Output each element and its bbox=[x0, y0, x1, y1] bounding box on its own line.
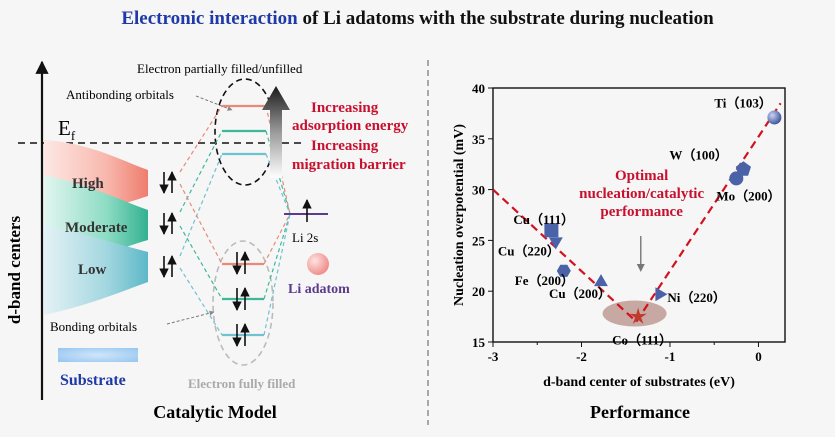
marker-triangle-right bbox=[655, 287, 668, 302]
x-tick-label: 0 bbox=[755, 349, 762, 364]
arrow-text-2: adsorption energy bbox=[292, 118, 409, 134]
optimal-zone bbox=[602, 300, 667, 327]
annotation-arrowhead bbox=[636, 264, 645, 272]
plot-frame bbox=[492, 87, 786, 343]
optimal-annotation-line: nucleation/catalytic bbox=[579, 186, 704, 202]
y-axis-label: Nucleation overpotential (mV) bbox=[452, 124, 467, 306]
band-high-label: High bbox=[72, 176, 104, 192]
antibonding-pointer bbox=[195, 95, 233, 111]
marker-star bbox=[629, 307, 647, 324]
trend-line bbox=[635, 102, 782, 323]
marker-sphere bbox=[767, 110, 782, 125]
spin-pair-high bbox=[159, 171, 177, 194]
band-low bbox=[44, 225, 148, 315]
figure-title: Electronic interaction of Li adatoms wit… bbox=[0, 8, 835, 30]
bonding-pointer bbox=[166, 310, 215, 325]
point-label: Cu（200） bbox=[549, 286, 611, 301]
arrow-text-4: migration barrier bbox=[292, 157, 406, 173]
substrate-label: Substrate bbox=[60, 372, 126, 389]
d-band-axis-label: d-band centers bbox=[5, 216, 24, 325]
point-label: Cu（111） bbox=[513, 212, 574, 227]
point-label: Co（111） bbox=[612, 333, 672, 348]
marker-square bbox=[544, 223, 559, 238]
y-tick-label: 35 bbox=[472, 132, 486, 147]
performance-title: Performance bbox=[590, 402, 690, 422]
band-spin-arrows bbox=[159, 171, 177, 278]
catalytic-model-title: Catalytic Model bbox=[153, 402, 276, 422]
optimal-annotation-line: performance bbox=[600, 204, 683, 220]
li-2s-label: Li 2s bbox=[292, 230, 318, 245]
fully-filled-label: Electron fully filled bbox=[188, 376, 296, 391]
bonding-label: Bonding orbitals bbox=[50, 319, 137, 334]
y-tick-label: 15 bbox=[472, 335, 486, 350]
band-low-label: Low bbox=[78, 262, 107, 278]
point-label: Ti（103） bbox=[714, 95, 772, 110]
x-axis-label: d-band center of substrates (eV) bbox=[543, 375, 735, 390]
antibonding-label: Antibonding orbitals bbox=[66, 87, 174, 102]
li-adatom-label: Li adatom bbox=[288, 282, 350, 297]
partially-filled-label: Electron partially filled/unfilled bbox=[137, 61, 303, 76]
x-tick-label: -1 bbox=[665, 349, 676, 364]
marker-pentagon bbox=[735, 161, 751, 176]
arrow-text-1: Increasing bbox=[311, 100, 379, 116]
spin-pair-low bbox=[159, 255, 177, 278]
title-highlight: Electronic interaction bbox=[121, 8, 298, 29]
optimal-annotation-line: Optimal bbox=[615, 168, 668, 184]
band-moderate-label: Moderate bbox=[65, 220, 128, 236]
point-label: Cu（220） bbox=[498, 243, 560, 258]
trend-line bbox=[492, 188, 638, 323]
point-label: Mo（200） bbox=[716, 188, 780, 203]
bonding-spin-arrows bbox=[232, 251, 250, 347]
bonding-spin-pair-2 bbox=[232, 287, 250, 311]
orbital-connectors bbox=[179, 105, 291, 336]
increasing-arrow-icon bbox=[262, 86, 290, 178]
bonding-spin-pair-3 bbox=[232, 323, 250, 347]
marker-triangle-up bbox=[594, 274, 608, 287]
y-tick-label: 25 bbox=[472, 233, 486, 248]
marker-hexagon bbox=[556, 264, 571, 277]
marker-triangle-down bbox=[548, 237, 563, 250]
x-tick-label: -3 bbox=[488, 349, 499, 364]
li-adatom-sphere bbox=[307, 253, 329, 275]
title-rest: of Li adatoms with the substrate during … bbox=[297, 8, 714, 29]
y-tick-label: 40 bbox=[472, 81, 485, 96]
fermi-label: Ef bbox=[58, 116, 76, 143]
y-tick-label: 30 bbox=[472, 183, 485, 198]
substrate-block bbox=[58, 348, 138, 362]
point-label: W（100） bbox=[669, 147, 728, 162]
point-label: Ni（220） bbox=[667, 290, 726, 305]
point-label: Fe（200） bbox=[515, 273, 574, 288]
bonding-spin-pair-1 bbox=[232, 251, 250, 275]
arrow-text-3: Increasing bbox=[311, 138, 379, 154]
x-tick-label: -2 bbox=[576, 349, 587, 364]
bonding-ellipse bbox=[212, 240, 274, 366]
y-tick-label: 20 bbox=[472, 284, 485, 299]
increasing-text: Increasing adsorption energy Increasing … bbox=[292, 100, 409, 173]
spin-pair-moderate bbox=[159, 212, 177, 235]
